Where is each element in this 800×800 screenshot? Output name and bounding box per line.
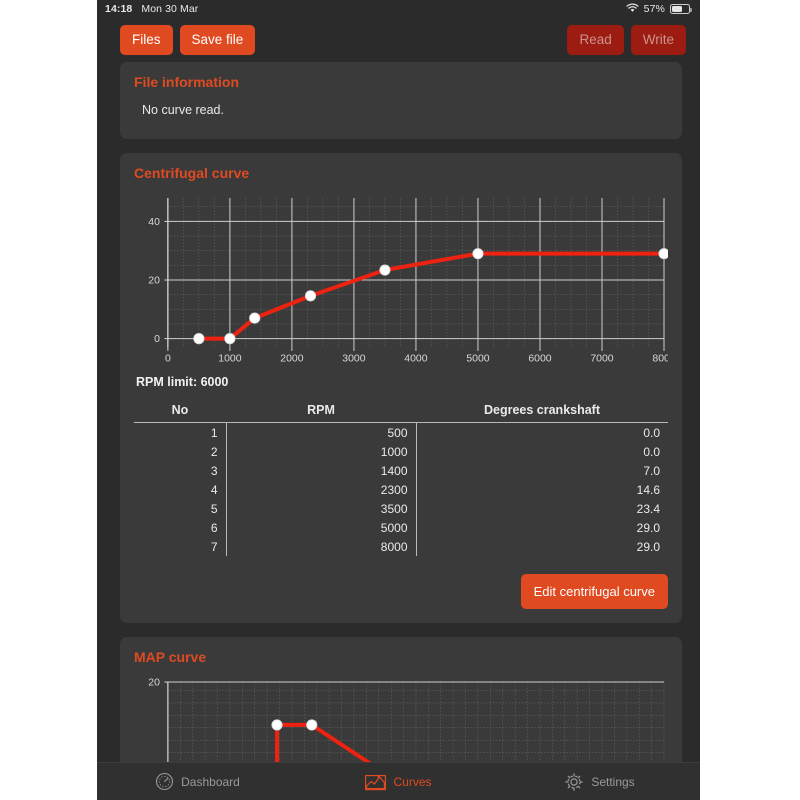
- tab-settings[interactable]: Settings: [499, 772, 700, 792]
- wifi-icon: [626, 3, 639, 16]
- table-body: 1 500 0.0 2 1000 0.0 3 1400 7.0 4 2300 14.6 5 3500 23.…: [134, 422, 668, 557]
- centrifugal-table: No RPM Degrees crankshaft 1 500 0.0 2 1000 0.…: [134, 401, 668, 557]
- top-toolbar: Files Save file Read Write: [97, 18, 700, 62]
- file-information-title: File information: [134, 74, 239, 90]
- svg-text:40: 40: [148, 217, 160, 228]
- status-time: 14:18: [105, 3, 133, 15]
- table-row: 6 5000 29.0: [134, 518, 668, 538]
- bottom-tab-bar: Dashboard Curves: [97, 762, 700, 800]
- svg-text:4000: 4000: [404, 353, 427, 364]
- files-button[interactable]: Files: [120, 25, 173, 55]
- cell-rpm: 3500: [225, 499, 416, 519]
- table-row: 3 1400 7.0: [134, 461, 668, 481]
- cell-rpm: 2300: [225, 480, 416, 500]
- svg-text:8000: 8000: [652, 353, 668, 364]
- table-row: 4 2300 14.6: [134, 480, 668, 500]
- cell-rpm: 8000: [225, 537, 416, 557]
- battery-icon: [670, 4, 692, 14]
- centrifugal-chart-svg[interactable]: 0 1000 2000 3000 4000 5000 6000 7000 8000 0 20 40: [134, 190, 668, 369]
- cell-no: 1: [210, 425, 218, 440]
- battery-percent: 57%: [643, 3, 665, 15]
- cell-degrees: 0.0: [415, 442, 668, 462]
- centrifugal-chart[interactable]: 0 1000 2000 3000 4000 5000 6000 7000 8000 0 20 40: [134, 190, 668, 369]
- cell-rpm: 500: [225, 422, 416, 443]
- svg-text:5000: 5000: [466, 353, 489, 364]
- tab-curves-label: Curves: [393, 774, 432, 789]
- table-row: 1 500 0.0: [134, 422, 668, 443]
- status-right-group: 57%: [626, 3, 692, 16]
- cell-degrees: 0.0: [415, 422, 668, 443]
- svg-text:6000: 6000: [528, 353, 551, 364]
- cell-rpm: 1400: [225, 461, 416, 481]
- status-bar: 14:18 Mon 30 Mar 57%: [97, 0, 700, 18]
- edit-centrifugal-curve-button[interactable]: Edit centrifugal curve: [520, 574, 668, 610]
- cell-degrees: 29.0: [415, 518, 668, 538]
- cell-no: 6: [210, 520, 218, 535]
- cell-no: 3: [210, 463, 218, 478]
- app-window: 14:18 Mon 30 Mar 57% Files Save file Rea…: [97, 0, 700, 800]
- cell-degrees: 23.4: [415, 499, 668, 519]
- svg-text:20: 20: [148, 276, 160, 287]
- table-header-rpm: RPM: [226, 401, 416, 424]
- table-row: 7 8000 29.0: [134, 537, 668, 557]
- table-row: 5 3500 23.4: [134, 499, 668, 519]
- table-header-row: No RPM Degrees crankshaft: [134, 401, 668, 424]
- table-row: 2 1000 0.0: [134, 442, 668, 462]
- write-button[interactable]: Write: [630, 25, 686, 55]
- file-information-card: File information No curve read.: [120, 62, 682, 139]
- tab-dashboard-label: Dashboard: [181, 774, 240, 789]
- cell-rpm: 1000: [225, 442, 416, 462]
- read-button[interactable]: Read: [567, 25, 624, 55]
- centrifugal-curve-card: Centrifugal curve 0 1000 2000 3000 4000 5000 6…: [120, 153, 682, 624]
- gauge-icon: [155, 772, 174, 791]
- cell-no: 2: [210, 444, 218, 459]
- cell-degrees: 7.0: [415, 461, 668, 481]
- save-file-button[interactable]: Save file: [179, 25, 256, 55]
- tab-settings-label: Settings: [591, 774, 635, 789]
- table-header-no: No: [134, 401, 226, 424]
- svg-text:20: 20: [148, 678, 160, 689]
- cell-no: 4: [210, 482, 218, 497]
- svg-text:1000: 1000: [218, 353, 241, 364]
- svg-text:0: 0: [154, 334, 160, 345]
- svg-text:0: 0: [165, 353, 171, 364]
- tab-curves[interactable]: Curves: [298, 773, 499, 791]
- cell-degrees: 29.0: [415, 537, 668, 557]
- file-information-message: No curve read.: [142, 103, 224, 117]
- cell-no: 7: [210, 539, 218, 554]
- edit-button-row: Edit centrifugal curve: [134, 574, 668, 610]
- map-curve-title: MAP curve: [134, 649, 207, 666]
- rpm-limit-label: RPM limit: 6000: [136, 375, 229, 390]
- status-date: Mon 30 Mar: [141, 3, 199, 15]
- svg-text:2000: 2000: [280, 353, 303, 364]
- cell-degrees: 14.6: [415, 480, 668, 500]
- table-header-degrees: Degrees crankshaft: [416, 401, 668, 424]
- cell-rpm: 5000: [225, 518, 416, 538]
- centrifugal-curve-title: Centrifugal curve: [134, 165, 250, 181]
- svg-text:7000: 7000: [590, 353, 613, 364]
- cell-no: 5: [210, 501, 218, 516]
- svg-text:3000: 3000: [342, 353, 365, 364]
- tab-dashboard[interactable]: Dashboard: [97, 772, 298, 791]
- gear-icon: [564, 772, 584, 792]
- chart-icon: [365, 773, 387, 791]
